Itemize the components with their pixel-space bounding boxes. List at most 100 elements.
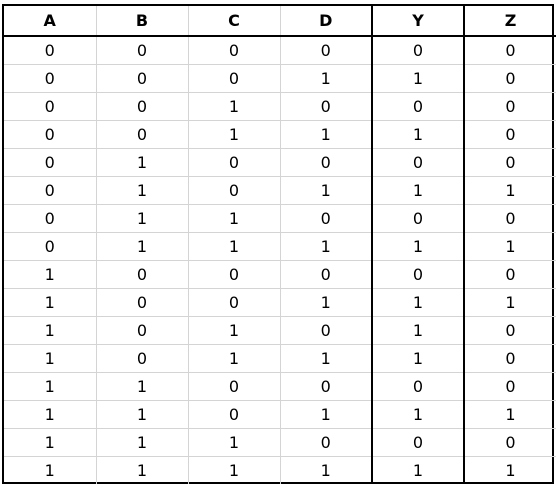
- cell-c[interactable]: 1: [188, 92, 281, 121]
- cell-a[interactable]: 1: [4, 316, 97, 345]
- cell-b[interactable]: 0: [96, 260, 189, 289]
- column-header-d[interactable]: D: [280, 6, 373, 37]
- cell-c[interactable]: 1: [188, 456, 281, 484]
- cell-a[interactable]: 0: [4, 36, 97, 65]
- cell-y[interactable]: 1: [372, 344, 465, 373]
- cell-b[interactable]: 1: [96, 400, 189, 429]
- cell-c[interactable]: 1: [188, 204, 281, 233]
- cell-b[interactable]: 0: [96, 344, 189, 373]
- cell-y[interactable]: 0: [372, 92, 465, 121]
- cell-c[interactable]: 1: [188, 316, 281, 345]
- cell-a[interactable]: 0: [4, 176, 97, 205]
- cell-y[interactable]: 1: [372, 120, 465, 149]
- cell-d[interactable]: 0: [280, 36, 373, 65]
- cell-d[interactable]: 1: [280, 120, 373, 149]
- cell-c[interactable]: 0: [188, 372, 281, 401]
- cell-a[interactable]: 1: [4, 428, 97, 457]
- cell-y[interactable]: 1: [372, 64, 465, 93]
- cell-d[interactable]: 1: [280, 64, 373, 93]
- cell-a[interactable]: 0: [4, 204, 97, 233]
- cell-d[interactable]: 1: [280, 176, 373, 205]
- cell-b[interactable]: 1: [96, 232, 189, 261]
- cell-d[interactable]: 0: [280, 148, 373, 177]
- cell-y[interactable]: 0: [372, 372, 465, 401]
- cell-z[interactable]: 1: [464, 288, 556, 317]
- cell-c[interactable]: 0: [188, 64, 281, 93]
- cell-d[interactable]: 0: [280, 204, 373, 233]
- cell-y[interactable]: 1: [372, 288, 465, 317]
- cell-c[interactable]: 1: [188, 120, 281, 149]
- cell-y[interactable]: 0: [372, 36, 465, 65]
- cell-z[interactable]: 1: [464, 400, 556, 429]
- cell-z[interactable]: 0: [464, 428, 556, 457]
- cell-a[interactable]: 1: [4, 260, 97, 289]
- cell-z[interactable]: 0: [464, 372, 556, 401]
- cell-c[interactable]: 0: [188, 148, 281, 177]
- column-header-y[interactable]: Y: [372, 6, 465, 37]
- cell-a[interactable]: 1: [4, 456, 97, 484]
- cell-y[interactable]: 1: [372, 400, 465, 429]
- cell-a[interactable]: 1: [4, 400, 97, 429]
- cell-d[interactable]: 1: [280, 232, 373, 261]
- cell-c[interactable]: 0: [188, 36, 281, 65]
- cell-z[interactable]: 0: [464, 92, 556, 121]
- cell-z[interactable]: 1: [464, 232, 556, 261]
- column-header-a[interactable]: A: [4, 6, 97, 37]
- cell-d[interactable]: 1: [280, 344, 373, 373]
- cell-z[interactable]: 1: [464, 176, 556, 205]
- cell-b[interactable]: 0: [96, 288, 189, 317]
- cell-d[interactable]: 0: [280, 316, 373, 345]
- cell-z[interactable]: 0: [464, 204, 556, 233]
- cell-d[interactable]: 0: [280, 372, 373, 401]
- cell-d[interactable]: 1: [280, 400, 373, 429]
- cell-a[interactable]: 0: [4, 232, 97, 261]
- cell-y[interactable]: 0: [372, 260, 465, 289]
- cell-a[interactable]: 1: [4, 288, 97, 317]
- cell-b[interactable]: 1: [96, 372, 189, 401]
- cell-a[interactable]: 0: [4, 120, 97, 149]
- cell-b[interactable]: 0: [96, 316, 189, 345]
- cell-z[interactable]: 0: [464, 344, 556, 373]
- cell-d[interactable]: 1: [280, 456, 373, 484]
- cell-d[interactable]: 0: [280, 428, 373, 457]
- cell-b[interactable]: 1: [96, 428, 189, 457]
- cell-z[interactable]: 1: [505, 460, 516, 480]
- cell-c[interactable]: 1: [188, 232, 281, 261]
- cell-y[interactable]: 1: [372, 232, 465, 261]
- cell-y[interactable]: 1: [372, 316, 465, 345]
- cell-a[interactable]: 0: [4, 64, 97, 93]
- cell-z[interactable]: 0: [464, 316, 556, 345]
- cell-y[interactable]: 1: [372, 176, 465, 205]
- cell-y[interactable]: 0: [372, 428, 465, 457]
- cell-b[interactable]: 1: [96, 456, 189, 484]
- cell-y[interactable]: 0: [372, 148, 465, 177]
- cell-b[interactable]: 0: [96, 36, 189, 65]
- cell-b[interactable]: 0: [96, 120, 189, 149]
- cell-c[interactable]: 0: [188, 176, 281, 205]
- cell-b[interactable]: 0: [96, 92, 189, 121]
- cell-c[interactable]: 1: [188, 428, 281, 457]
- cell-b[interactable]: 1: [96, 176, 189, 205]
- cell-b[interactable]: 1: [96, 148, 189, 177]
- column-header-c[interactable]: C: [188, 6, 281, 37]
- cell-c[interactable]: 0: [188, 288, 281, 317]
- cell-a[interactable]: 1: [4, 344, 97, 373]
- cell-z[interactable]: 0: [464, 260, 556, 289]
- cell-z[interactable]: 0: [464, 36, 556, 65]
- column-header-z[interactable]: Z: [464, 6, 556, 37]
- cell-c[interactable]: 0: [188, 400, 281, 429]
- cell-c[interactable]: 1: [188, 344, 281, 373]
- column-header-b[interactable]: B: [96, 6, 189, 37]
- cell-y[interactable]: 1: [372, 456, 465, 484]
- cell-b[interactable]: 0: [96, 64, 189, 93]
- cell-z[interactable]: 0: [464, 120, 556, 149]
- cell-a[interactable]: 0: [4, 148, 97, 177]
- cell-y[interactable]: 0: [372, 204, 465, 233]
- cell-z[interactable]: 0: [464, 64, 556, 93]
- cell-d[interactable]: 0: [280, 260, 373, 289]
- cell-a[interactable]: 0: [4, 92, 97, 121]
- cell-z[interactable]: 0: [464, 148, 556, 177]
- cell-b[interactable]: 1: [96, 204, 189, 233]
- cell-a[interactable]: 1: [4, 372, 97, 401]
- cell-c[interactable]: 0: [188, 260, 281, 289]
